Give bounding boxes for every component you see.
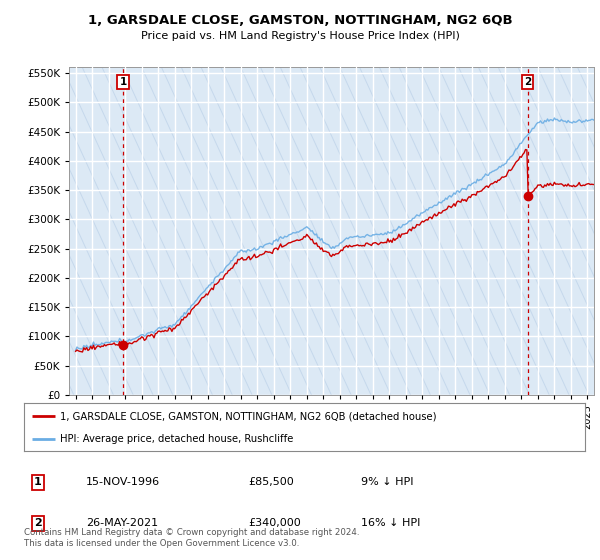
Text: 9% ↓ HPI: 9% ↓ HPI	[361, 478, 413, 487]
Text: 2: 2	[34, 519, 42, 528]
Text: 1, GARSDALE CLOSE, GAMSTON, NOTTINGHAM, NG2 6QB (detached house): 1, GARSDALE CLOSE, GAMSTON, NOTTINGHAM, …	[61, 411, 437, 421]
Text: 2: 2	[524, 77, 531, 87]
Text: 16% ↓ HPI: 16% ↓ HPI	[361, 519, 420, 528]
Text: 1: 1	[34, 478, 42, 487]
Text: £340,000: £340,000	[248, 519, 301, 528]
Text: 26-MAY-2021: 26-MAY-2021	[86, 519, 158, 528]
Text: 1, GARSDALE CLOSE, GAMSTON, NOTTINGHAM, NG2 6QB: 1, GARSDALE CLOSE, GAMSTON, NOTTINGHAM, …	[88, 14, 512, 27]
Text: Contains HM Land Registry data © Crown copyright and database right 2024.
This d: Contains HM Land Registry data © Crown c…	[24, 528, 359, 548]
Text: Price paid vs. HM Land Registry's House Price Index (HPI): Price paid vs. HM Land Registry's House …	[140, 31, 460, 41]
Text: 1: 1	[119, 77, 127, 87]
Text: 15-NOV-1996: 15-NOV-1996	[86, 478, 160, 487]
Text: £85,500: £85,500	[248, 478, 294, 487]
Text: HPI: Average price, detached house, Rushcliffe: HPI: Average price, detached house, Rush…	[61, 434, 294, 444]
